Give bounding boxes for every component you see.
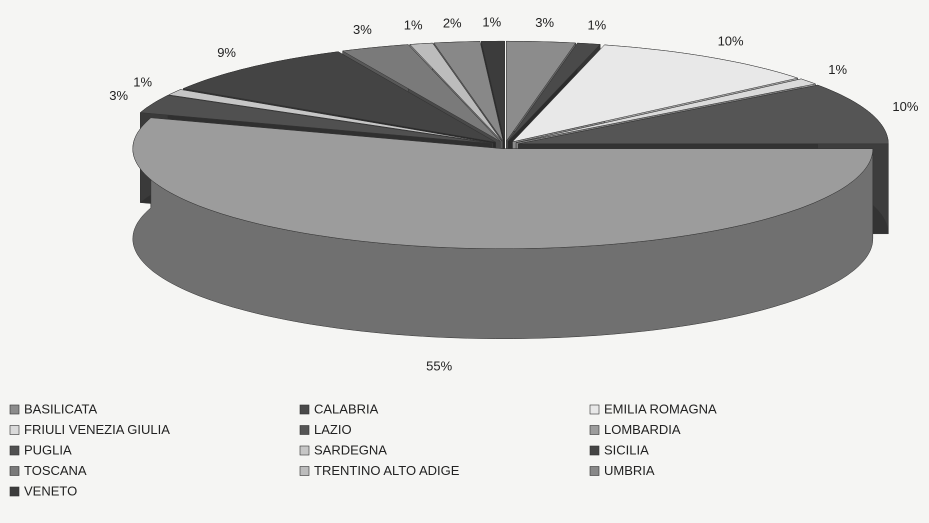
legend-label: BASILICATA (24, 401, 98, 416)
legend-label: VENETO (24, 483, 77, 498)
legend-label: CALABRIA (314, 401, 379, 416)
data-label: 3% (353, 22, 372, 37)
slice (433, 41, 504, 142)
legend-swatch (589, 445, 600, 456)
data-label: 1% (133, 74, 152, 89)
data-label: 2% (443, 16, 462, 31)
legend-swatch (9, 486, 20, 497)
legend-label: LAZIO (314, 422, 352, 437)
legend-label: FRIULI VENEZIA GIULIA (24, 422, 170, 437)
data-label: 10% (892, 99, 918, 114)
legend-label: TRENTINO ALTO ADIGE (314, 463, 460, 478)
legend-swatch (589, 466, 600, 476)
slice (507, 42, 601, 142)
legend-swatch (9, 445, 20, 456)
legend-swatch (299, 425, 310, 435)
legend-swatch (9, 425, 20, 435)
data-label: 3% (535, 15, 554, 30)
slice (132, 117, 874, 249)
data-label: 3% (109, 88, 128, 103)
data-label: 9% (217, 45, 236, 60)
data-label: 1% (404, 18, 423, 33)
slice (409, 42, 503, 142)
slice (341, 44, 501, 142)
data-label: 1% (587, 18, 606, 33)
legend-swatch (589, 404, 600, 415)
legend-label: EMILIA ROMAGNA (604, 401, 717, 416)
legend-label: LOMBARDIA (604, 422, 681, 437)
data-label: 1% (482, 15, 501, 30)
slice (182, 51, 496, 143)
legend-label: UMBRIA (604, 463, 655, 478)
legend-label: PUGLIA (24, 442, 72, 457)
slice (516, 78, 817, 143)
legend-swatch (299, 466, 310, 476)
slice (139, 95, 493, 144)
slice (518, 84, 889, 145)
slice (506, 40, 577, 142)
legend-swatch (9, 404, 20, 415)
legend-swatch (589, 425, 600, 435)
legend-swatch (299, 404, 310, 415)
legend-label: SARDEGNA (314, 442, 387, 457)
legend-label: TOSCANA (24, 463, 87, 478)
slice (480, 40, 505, 142)
legend-swatch (9, 466, 20, 476)
slice (167, 89, 493, 144)
data-label: 10% (718, 34, 744, 49)
legend-label: SICILIA (604, 442, 649, 457)
legend-swatch (299, 445, 310, 456)
data-label: 1% (828, 62, 847, 77)
data-label: 55% (426, 359, 452, 374)
slice (511, 44, 799, 143)
